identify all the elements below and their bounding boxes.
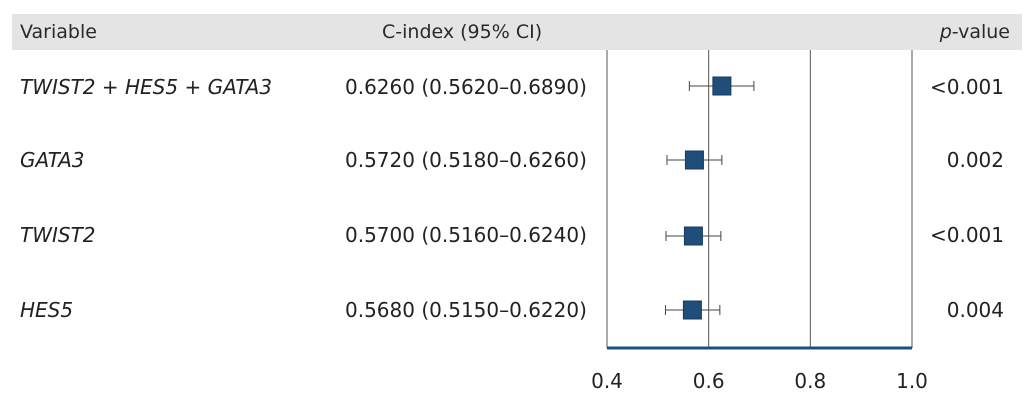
row-pvalue: <0.001 xyxy=(929,75,1004,99)
row-variable: GATA3 xyxy=(20,148,85,172)
x-tick-label: 0.8 xyxy=(794,369,826,393)
header-pvalue-suffix: -value xyxy=(951,21,1010,43)
row-cindex: 0.5720 (0.5180–0.6260) xyxy=(345,148,587,172)
x-tick-label: 0.6 xyxy=(693,369,725,393)
row-pvalue: 0.004 xyxy=(946,298,1004,322)
header-pvalue: p-value xyxy=(940,14,1010,50)
row-cindex: 0.6260 (0.5620–0.6890) xyxy=(345,75,587,99)
point-estimate-marker xyxy=(684,150,704,170)
table-header: Variable C-index (95% CI) p-value xyxy=(12,14,1022,50)
row-pvalue: <0.001 xyxy=(929,223,1004,247)
row-variable: HES5 xyxy=(20,298,74,322)
header-pvalue-prefix: p xyxy=(939,21,952,43)
row-pvalue: 0.002 xyxy=(946,148,1004,172)
header-cindex: C-index (95% CI) xyxy=(382,21,543,43)
row-variable: TWIST2 xyxy=(20,223,96,247)
point-estimate-marker xyxy=(682,300,702,320)
point-estimate-marker xyxy=(683,226,703,246)
x-tick-label: 1.0 xyxy=(896,369,928,393)
x-tick-label: 0.4 xyxy=(591,369,623,393)
header-variable: Variable xyxy=(20,21,97,43)
row-variable: TWIST2 + HES5 + GATA3 xyxy=(20,75,273,99)
row-cindex: 0.5680 (0.5150–0.6220) xyxy=(345,298,587,322)
row-cindex: 0.5700 (0.5160–0.6240) xyxy=(345,223,587,247)
point-estimate-marker xyxy=(712,76,732,96)
